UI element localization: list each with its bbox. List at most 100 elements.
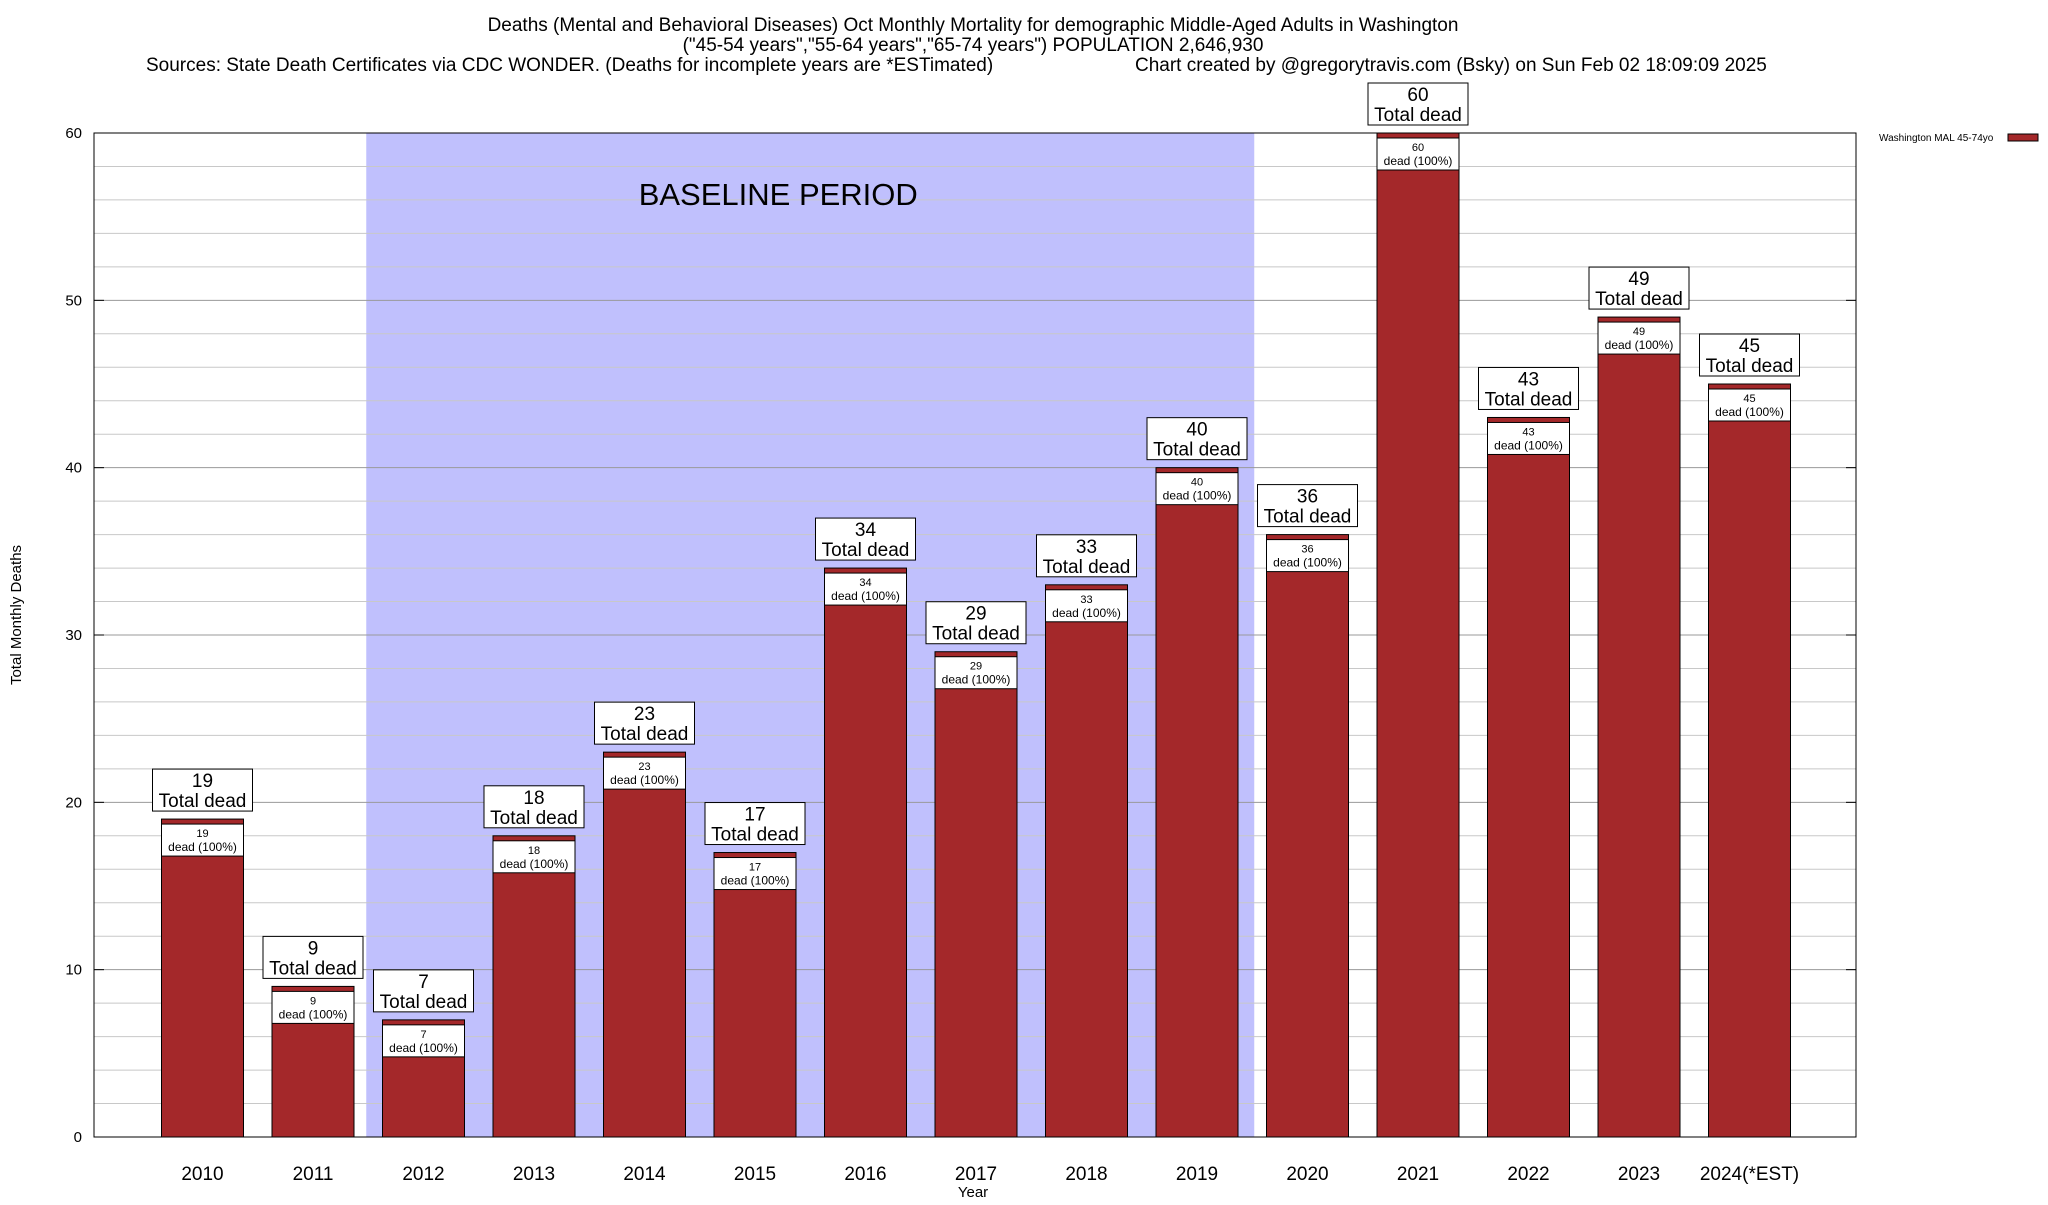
- bar: [824, 567, 907, 1138]
- bar-inner-label-box: [1376, 137, 1460, 171]
- bar: [713, 852, 797, 1138]
- bar-inner-caption: dead (100%): [1052, 606, 1121, 620]
- bar-inner-value: 43: [1522, 426, 1534, 438]
- bar-total-value: 9: [308, 938, 319, 959]
- x-axis-label: Year: [958, 1184, 988, 1200]
- bar-total-value: 40: [1186, 420, 1207, 441]
- bar-total-caption: Total dead: [380, 992, 468, 1013]
- bar-total-value: 36: [1297, 487, 1318, 508]
- y-tick-label: 30: [65, 627, 82, 644]
- bar-total-caption: Total dead: [1153, 440, 1241, 461]
- x-tick-label: 2014: [623, 1164, 666, 1185]
- bar-total-caption: Total dead: [1485, 389, 1573, 410]
- bar: [1266, 534, 1349, 1138]
- bar-inner-value: 7: [420, 1029, 426, 1041]
- bar-inner-caption: dead (100%): [1384, 154, 1453, 168]
- bar-total-caption: Total dead: [822, 540, 910, 561]
- bar-total-label-box: [1146, 417, 1248, 461]
- x-tick-label: 2013: [513, 1164, 555, 1185]
- bar-inner-caption: dead (100%): [1494, 438, 1563, 452]
- bar: [161, 818, 244, 1138]
- legend: Washington MAL 45-74yo: [1879, 133, 2039, 144]
- bar-total-label-box: [483, 785, 585, 829]
- bar-total-value: 33: [1076, 537, 1097, 558]
- bar-total-label-box: [1036, 534, 1137, 578]
- bar-inner-label-box: [1487, 421, 1570, 455]
- bar: [1708, 383, 1791, 1138]
- bar-total-value: 49: [1628, 269, 1649, 290]
- bar-inner-caption: dead (100%): [610, 773, 679, 787]
- bar-inner-value: 40: [1191, 477, 1203, 489]
- bar-inner-value: 49: [1633, 326, 1645, 338]
- bar: [1155, 467, 1239, 1138]
- bar-inner-caption: dead (100%): [831, 589, 900, 603]
- bar-inner-value: 36: [1301, 544, 1313, 556]
- chart-title-line-2: ("45-54 years","55-64 years","65-74 year…: [683, 35, 1264, 56]
- bar-total-value: 23: [634, 704, 655, 725]
- y-axis-label: Total Monthly Deaths: [8, 545, 25, 685]
- y-tick-label: 60: [65, 125, 82, 142]
- bar: [1376, 132, 1460, 1138]
- bar-inner-caption: dead (100%): [1715, 405, 1784, 419]
- legend-label: Washington MAL 45-74yo: [1879, 133, 1994, 144]
- bar-inner-value: 60: [1412, 142, 1424, 154]
- bar-total-label-box: [152, 768, 253, 812]
- bar-inner-caption: dead (100%): [389, 1041, 458, 1055]
- bar-total-caption: Total dead: [159, 791, 247, 812]
- bar: [492, 835, 576, 1138]
- bar-inner-label-box: [161, 823, 244, 857]
- bar-inner-label-box: [492, 840, 576, 874]
- x-tick-label: 2011: [293, 1164, 334, 1185]
- legend-swatch: [2007, 133, 2039, 142]
- bar-total-caption: Total dead: [711, 825, 799, 846]
- bar-total-caption: Total dead: [932, 624, 1020, 645]
- bar-inner-caption: dead (100%): [168, 840, 237, 854]
- bar-total-label-box: [262, 935, 364, 979]
- bar: [1045, 584, 1128, 1138]
- bar-inner-value: 29: [970, 661, 982, 673]
- bar-inner-caption: dead (100%): [500, 857, 569, 871]
- y-tick-label: 40: [65, 460, 82, 477]
- x-tick-label: 2012: [402, 1164, 444, 1185]
- bar-total-value: 45: [1739, 336, 1760, 357]
- bar-inner-value: 19: [196, 828, 208, 840]
- bar-total-value: 18: [523, 788, 544, 809]
- bar-total-caption: Total dead: [1595, 289, 1683, 310]
- bar-total-label-box: [1699, 333, 1800, 377]
- bar: [1487, 416, 1570, 1138]
- bar-inner-label-box: [934, 656, 1018, 690]
- bar-inner-label-box: [1155, 472, 1239, 506]
- bar-inner-label-box: [1597, 321, 1681, 355]
- bar-inner-label-box: [271, 990, 355, 1024]
- bar-inner-caption: dead (100%): [942, 673, 1011, 687]
- bar-total-value: 19: [192, 771, 213, 792]
- y-tick-label: 20: [65, 794, 82, 811]
- bar-inner-caption: dead (100%): [1273, 556, 1342, 570]
- bar-total-caption: Total dead: [601, 724, 689, 745]
- bar-total-label-box: [815, 517, 916, 561]
- bar-inner-value: 33: [1080, 594, 1092, 606]
- bar: [934, 651, 1018, 1138]
- bar-total-value: 34: [855, 520, 877, 541]
- x-tick-label: 2021: [1397, 1164, 1439, 1185]
- bar-total-value: 60: [1407, 85, 1428, 106]
- bar-total-caption: Total dead: [1706, 356, 1794, 377]
- bar-total-label-box: [1588, 266, 1690, 310]
- x-tick-label: 2022: [1507, 1164, 1549, 1185]
- bar-total-label-box: [1257, 484, 1358, 528]
- bar-total-label-box: [1478, 366, 1579, 410]
- bar-inner-value: 17: [749, 862, 761, 874]
- chart-credit: Chart created by @gregorytravis.com (Bsk…: [1135, 55, 1767, 76]
- bar-inner-value: 34: [859, 577, 871, 589]
- bar-inner-caption: dead (100%): [721, 874, 790, 888]
- bar-total-label-box: [1367, 82, 1469, 126]
- x-tick-label: 2020: [1286, 1164, 1328, 1185]
- bar-total-label-box: [925, 601, 1027, 645]
- y-tick-label: 50: [65, 292, 82, 309]
- bar-total-caption: Total dead: [1043, 557, 1131, 578]
- x-tick-label: 2019: [1176, 1164, 1218, 1185]
- bar-inner-label-box: [1266, 539, 1349, 573]
